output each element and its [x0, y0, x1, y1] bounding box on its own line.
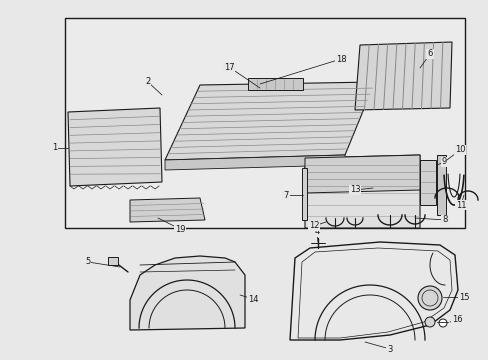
Text: 7: 7 [283, 190, 288, 199]
Text: 4: 4 [314, 228, 319, 237]
Circle shape [424, 317, 434, 327]
Polygon shape [164, 82, 374, 160]
Text: 12: 12 [308, 221, 319, 230]
Bar [247, 78, 303, 90]
Text: 11: 11 [455, 201, 465, 210]
Polygon shape [305, 155, 419, 193]
Polygon shape [130, 198, 204, 222]
Circle shape [417, 286, 441, 310]
Text: 1: 1 [52, 144, 58, 153]
Bar [419, 160, 435, 205]
Bar [108, 257, 118, 265]
Circle shape [438, 319, 446, 327]
Bar [65, 18, 464, 228]
Text: 5: 5 [85, 257, 90, 266]
Text: 19: 19 [174, 225, 185, 234]
Polygon shape [68, 108, 162, 186]
Polygon shape [164, 155, 345, 170]
Text: 16: 16 [451, 315, 461, 324]
Bar [302, 168, 306, 220]
Text: 18: 18 [335, 54, 346, 63]
Text: 14: 14 [247, 294, 258, 303]
Polygon shape [130, 256, 244, 330]
Text: 6: 6 [427, 49, 432, 58]
Text: 15: 15 [458, 292, 468, 302]
Text: 2: 2 [145, 77, 150, 86]
Text: 9: 9 [441, 158, 446, 166]
Text: 10: 10 [454, 145, 464, 154]
Text: 13: 13 [349, 185, 360, 194]
Polygon shape [289, 242, 457, 340]
Polygon shape [354, 42, 451, 110]
Text: 3: 3 [386, 345, 392, 354]
Text: 8: 8 [442, 216, 447, 225]
Bar [436, 155, 445, 215]
Text: 17: 17 [223, 63, 234, 72]
Polygon shape [305, 155, 419, 228]
